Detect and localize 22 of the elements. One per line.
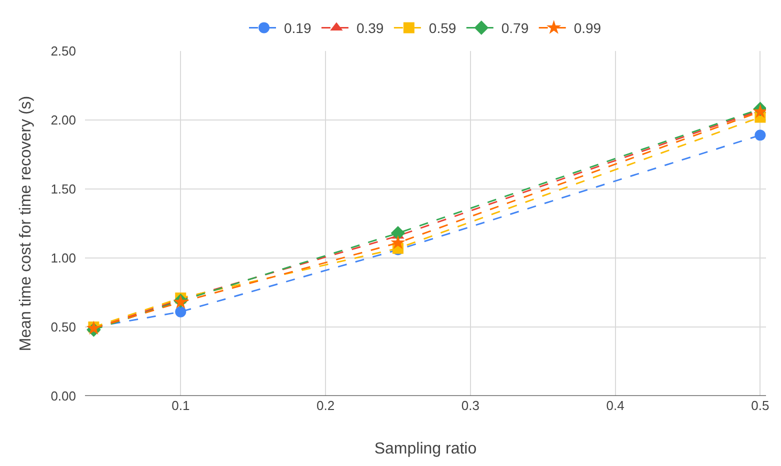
legend-label: 0.19 [284,20,312,36]
x-tick-label: 0.3 [461,398,480,413]
y-tick-label: 2.00 [50,112,76,128]
x-tick-label: 0.5 [751,398,770,413]
x-tick-label: 0.2 [316,398,335,413]
y-axis-title: Mean time cost for time recovery (s) [18,96,35,352]
legend-label: 0.99 [574,20,602,36]
y-tick-label: 0.00 [50,388,76,404]
y-tick-label: 2.50 [50,44,76,59]
y-tick-label: 1.00 [50,250,76,266]
y-tick-label: 1.50 [50,182,76,197]
legend-label: 0.59 [428,20,456,36]
y-tick-label: 0.50 [50,320,76,335]
x-tick-label: 0.4 [606,398,624,413]
point [175,306,186,318]
x-axis-title: Sampling ratio [374,440,477,458]
point [754,130,766,141]
legend-label: 0.79 [501,20,529,36]
point [390,235,406,250]
point [752,104,766,118]
legend-label: 0.39 [356,20,384,36]
x-tick-label: 0.1 [172,398,190,413]
